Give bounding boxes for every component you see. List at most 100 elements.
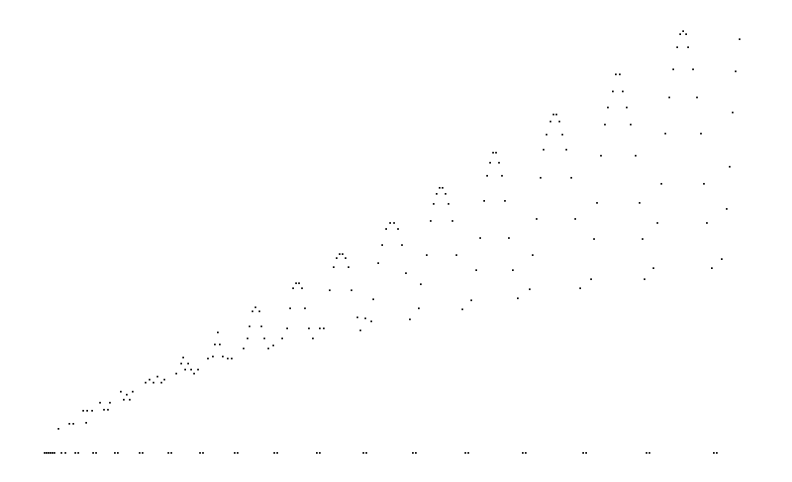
data-point — [561, 133, 564, 136]
data-point — [122, 398, 125, 401]
data-point — [68, 422, 71, 425]
data-point — [267, 347, 270, 350]
data-point — [455, 254, 458, 256]
data-point — [542, 148, 545, 151]
data-point — [621, 90, 624, 93]
data-point — [682, 30, 684, 33]
data-point — [570, 176, 573, 179]
data-point — [332, 266, 335, 269]
data-point — [685, 33, 687, 36]
data-point — [304, 307, 306, 310]
data-point — [199, 452, 201, 454]
data-point — [607, 106, 609, 109]
data-point — [417, 307, 420, 310]
data-point — [260, 325, 263, 328]
data-point — [160, 381, 163, 384]
data-point — [107, 408, 109, 411]
data-point — [579, 287, 582, 290]
data-point — [664, 132, 667, 135]
data-point — [286, 327, 288, 330]
data-point — [447, 203, 450, 205]
data-point — [193, 372, 195, 375]
data-point — [549, 120, 552, 123]
data-point — [629, 123, 632, 126]
data-point — [470, 299, 473, 302]
data-point — [660, 182, 663, 185]
data-point — [381, 244, 384, 246]
data-point — [217, 331, 219, 334]
data-point — [720, 258, 723, 260]
data-point — [558, 120, 561, 123]
data-point — [461, 308, 464, 311]
data-point — [593, 238, 595, 240]
data-point — [272, 344, 275, 347]
data-point — [128, 398, 131, 401]
data-point — [344, 257, 347, 259]
data-point — [170, 452, 173, 454]
scatter-points — [43, 30, 741, 454]
data-point — [738, 38, 741, 41]
data-point — [359, 329, 362, 332]
data-point — [672, 68, 675, 71]
data-point — [516, 297, 519, 300]
data-point — [119, 390, 122, 393]
data-point — [163, 378, 166, 381]
data-point — [85, 421, 88, 424]
data-point — [412, 452, 414, 454]
data-point — [350, 289, 353, 292]
data-point — [645, 452, 648, 454]
data-point — [614, 73, 617, 76]
data-point — [582, 452, 585, 454]
data-point — [377, 262, 380, 264]
data-point — [182, 356, 185, 359]
data-point — [634, 154, 637, 157]
data-point — [521, 452, 524, 454]
data-point — [596, 202, 598, 204]
data-point — [273, 452, 276, 454]
data-point — [156, 375, 159, 378]
data-point — [51, 452, 54, 454]
data-point — [248, 325, 251, 328]
data-point — [72, 422, 75, 425]
data-point — [308, 327, 310, 330]
data-point — [292, 287, 294, 290]
data-point — [92, 452, 94, 454]
data-point — [590, 278, 592, 281]
data-point — [405, 272, 407, 275]
data-point — [43, 452, 46, 454]
data-point — [233, 452, 236, 454]
data-point — [475, 269, 478, 272]
data-point — [298, 282, 300, 285]
data-point — [731, 111, 734, 114]
data-point — [370, 320, 373, 323]
data-point — [141, 452, 144, 454]
data-point — [109, 401, 111, 404]
data-point — [301, 287, 303, 290]
data-point — [202, 452, 204, 454]
data-point — [419, 283, 422, 286]
data-point — [734, 70, 737, 73]
data-point — [47, 452, 50, 454]
data-point — [728, 165, 731, 168]
data-point — [504, 200, 506, 202]
data-point — [676, 46, 679, 49]
data-point — [53, 452, 56, 454]
data-point — [492, 151, 494, 154]
data-point — [184, 368, 187, 371]
data-point — [489, 161, 491, 164]
data-point — [144, 381, 147, 384]
data-point — [148, 378, 151, 381]
data-point — [197, 368, 199, 371]
data-point — [251, 310, 254, 313]
data-point — [464, 452, 467, 454]
data-point — [312, 337, 314, 340]
data-point — [347, 266, 350, 269]
data-point — [74, 452, 77, 454]
data-point — [425, 254, 428, 256]
data-point — [335, 257, 338, 259]
data-point — [117, 452, 119, 454]
data-point — [393, 222, 395, 224]
data-point — [486, 174, 488, 177]
data-point — [322, 327, 325, 330]
data-point — [585, 452, 587, 454]
